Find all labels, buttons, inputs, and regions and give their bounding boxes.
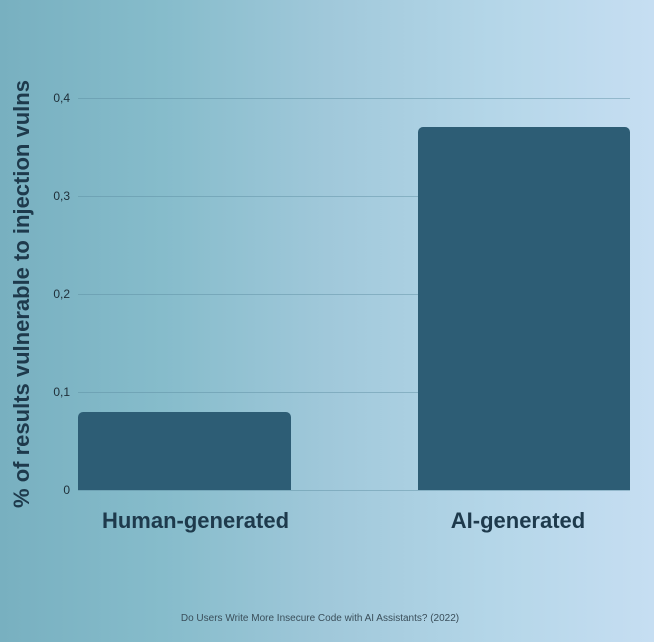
y-tick-0-4: 0,4 bbox=[53, 91, 70, 105]
y-tick-0-2: 0,2 bbox=[53, 287, 70, 301]
gridline-0-1 bbox=[78, 392, 630, 393]
gridline-0-2 bbox=[78, 294, 630, 295]
y-tick-0-1: 0,1 bbox=[53, 385, 70, 399]
x-label-ai-generated: AI-generated bbox=[450, 508, 586, 533]
y-axis-label: % of results vulnerable to injection vul… bbox=[9, 80, 34, 508]
bar-human-generated bbox=[78, 412, 291, 490]
source-caption: Do Users Write More Insecure Code with A… bbox=[180, 613, 460, 624]
gridline-0-3 bbox=[78, 196, 630, 197]
y-tick-0-3: 0,3 bbox=[53, 189, 70, 203]
y-tick-0: 0 bbox=[63, 483, 70, 497]
bar-ai-generated bbox=[418, 127, 630, 490]
baseline bbox=[78, 490, 630, 491]
x-label-human-generated: Human-generated bbox=[101, 508, 290, 533]
gridline-0-4 bbox=[78, 98, 630, 99]
